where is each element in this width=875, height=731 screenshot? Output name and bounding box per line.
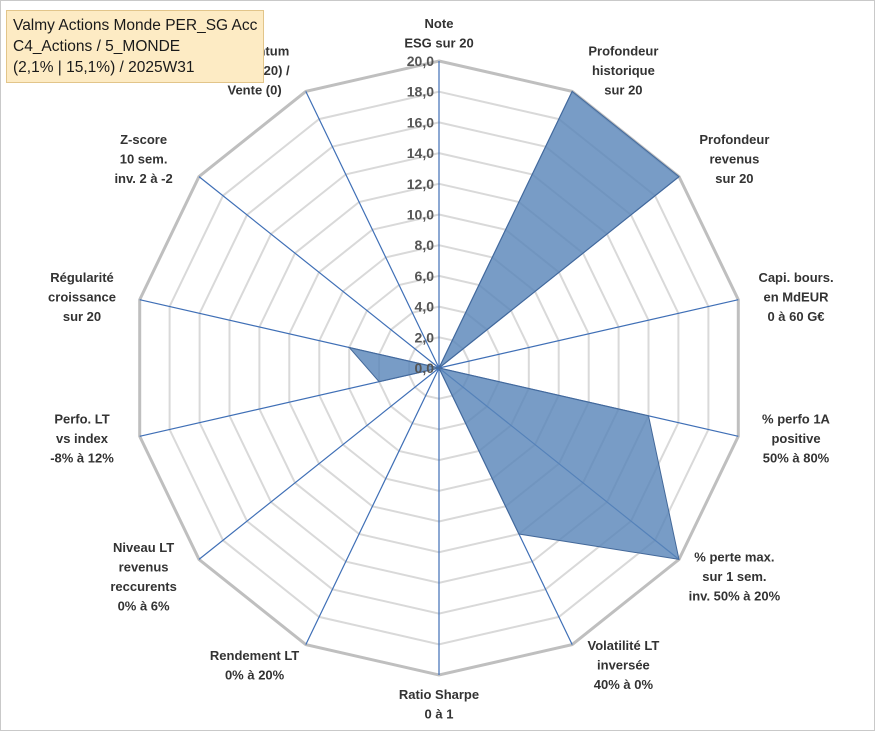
axis-label-line: Volatilité LT <box>588 638 660 653</box>
axis-label-line: Régularité <box>50 270 114 285</box>
axis-label: Note ESG sur 20 <box>404 16 473 51</box>
fund-name: Valmy Actions Monde PER_SG Acc <box>13 17 258 34</box>
axis-label-line: 40% à 0% <box>594 677 654 692</box>
axis-label-line: % perfo 1A <box>762 412 831 427</box>
axis-label-line: Rendement LT <box>210 648 299 663</box>
axis-label-line: Note <box>425 16 454 31</box>
axis-label-line: inv. 50% à 20% <box>689 589 781 604</box>
axis-label: Régularité croissance sur 20 <box>48 270 116 324</box>
axis-label-line: reccurents <box>110 579 176 594</box>
axis-label-line: en MdEUR <box>764 289 830 304</box>
axis-label: Perfo. LT vs index -8% à 12% <box>50 412 114 466</box>
axis-label-line: positive <box>771 431 820 446</box>
axis-label-line: sur 20 <box>604 82 642 97</box>
axis-label-line: 0% à 6% <box>118 598 170 613</box>
tick-label: 14,0 <box>407 145 434 161</box>
axis-label: Capi. bours. en MdEUR 0 à 60 G€ <box>758 270 833 324</box>
axis-label-line: Profondeur <box>699 132 769 147</box>
tick-label: 8,0 <box>415 237 435 253</box>
axis-label-line: sur 20 <box>63 309 101 324</box>
radar-spoke <box>305 91 440 369</box>
radar-spoke <box>198 176 440 369</box>
fund-category: C4_Actions / 5_MONDE <box>13 38 181 55</box>
axis-label-line: inversée <box>597 658 650 673</box>
axis-label-line: sur 1 sem. <box>702 569 766 584</box>
axis-label: Profondeur revenus sur 20 <box>699 132 769 186</box>
axis-label-line: 10 sem. <box>120 151 168 166</box>
axis-label-line: 0 à 1 <box>425 707 454 722</box>
tick-label: 12,0 <box>407 176 434 192</box>
tick-label: 20,0 <box>407 53 434 69</box>
axis-label-line: vs index <box>56 431 109 446</box>
radar-spoke <box>305 367 440 645</box>
axis-label-line: ESG sur 20 <box>404 36 473 51</box>
axis-label-line: 0% à 20% <box>225 667 285 682</box>
axis-label: Volatilité LT inversée 40% à 0% <box>588 638 660 692</box>
axis-label-line: Capi. bours. <box>758 270 833 285</box>
axis-label: Ratio Sharpe 0 à 1 <box>399 687 479 722</box>
axis-label-line: croissance <box>48 289 116 304</box>
axis-label-line: historique <box>592 63 655 78</box>
axis-label: Z-score 10 sem. inv. 2 à -2 <box>114 132 172 186</box>
axis-label: Profondeur historique sur 20 <box>588 43 658 97</box>
radar-tick-labels: 0,0 2,0 4,0 6,0 8,0 10,0 12,0 14,0 16,0 18,0 20,0 <box>407 53 434 376</box>
axis-label: % perfo 1A positive 50% à 80% <box>762 412 831 466</box>
axis-label-line: 0 à 60 G€ <box>767 309 824 324</box>
tick-label: 4,0 <box>415 299 435 315</box>
axis-label: Rendement LT 0% à 20% <box>210 648 299 683</box>
axis-label-line: inv. 2 à -2 <box>114 171 172 186</box>
radar-spoke <box>438 299 739 369</box>
axis-label-line: Vente (0) <box>228 82 282 97</box>
tick-label: 10,0 <box>407 207 434 223</box>
axis-label-line: Ratio Sharpe <box>399 687 479 702</box>
axis-label-line: 50% à 80% <box>763 451 830 466</box>
axis-label-line: Perfo. LT <box>54 412 109 427</box>
tick-label: 2,0 <box>415 329 435 345</box>
axis-label-line: revenus <box>709 151 759 166</box>
axis-label-line: Niveau LT <box>113 540 174 555</box>
tick-label: 0,0 <box>415 360 435 376</box>
axis-label-line: -8% à 12% <box>50 451 114 466</box>
tick-label: 18,0 <box>407 84 434 100</box>
series-area <box>347 90 680 561</box>
axis-label-line: sur 20 <box>715 171 753 186</box>
tick-label: 16,0 <box>407 114 434 130</box>
axis-label: Niveau LT revenus reccurents 0% à 6% <box>110 540 176 614</box>
fund-title-box: Valmy Actions Monde PER_SG Acc C4_Action… <box>6 10 264 83</box>
radar-axis-labels: Note ESG sur 20 Profondeur historique sur 20… <box>48 16 834 722</box>
tick-label: 6,0 <box>415 268 435 284</box>
fund-stats: (2,1% | 15,1%) / 2025W31 <box>13 59 195 76</box>
radar-series <box>347 90 680 561</box>
axis-label-line: % perte max. <box>694 550 774 565</box>
axis-label-line: Profondeur <box>588 43 658 58</box>
axis-label: % perte max. sur 1 sem. inv. 50% à 20% <box>689 550 781 604</box>
radar-spoke <box>198 367 440 560</box>
axis-label-line: Z-score <box>120 132 167 147</box>
axis-label-line: revenus <box>119 559 169 574</box>
